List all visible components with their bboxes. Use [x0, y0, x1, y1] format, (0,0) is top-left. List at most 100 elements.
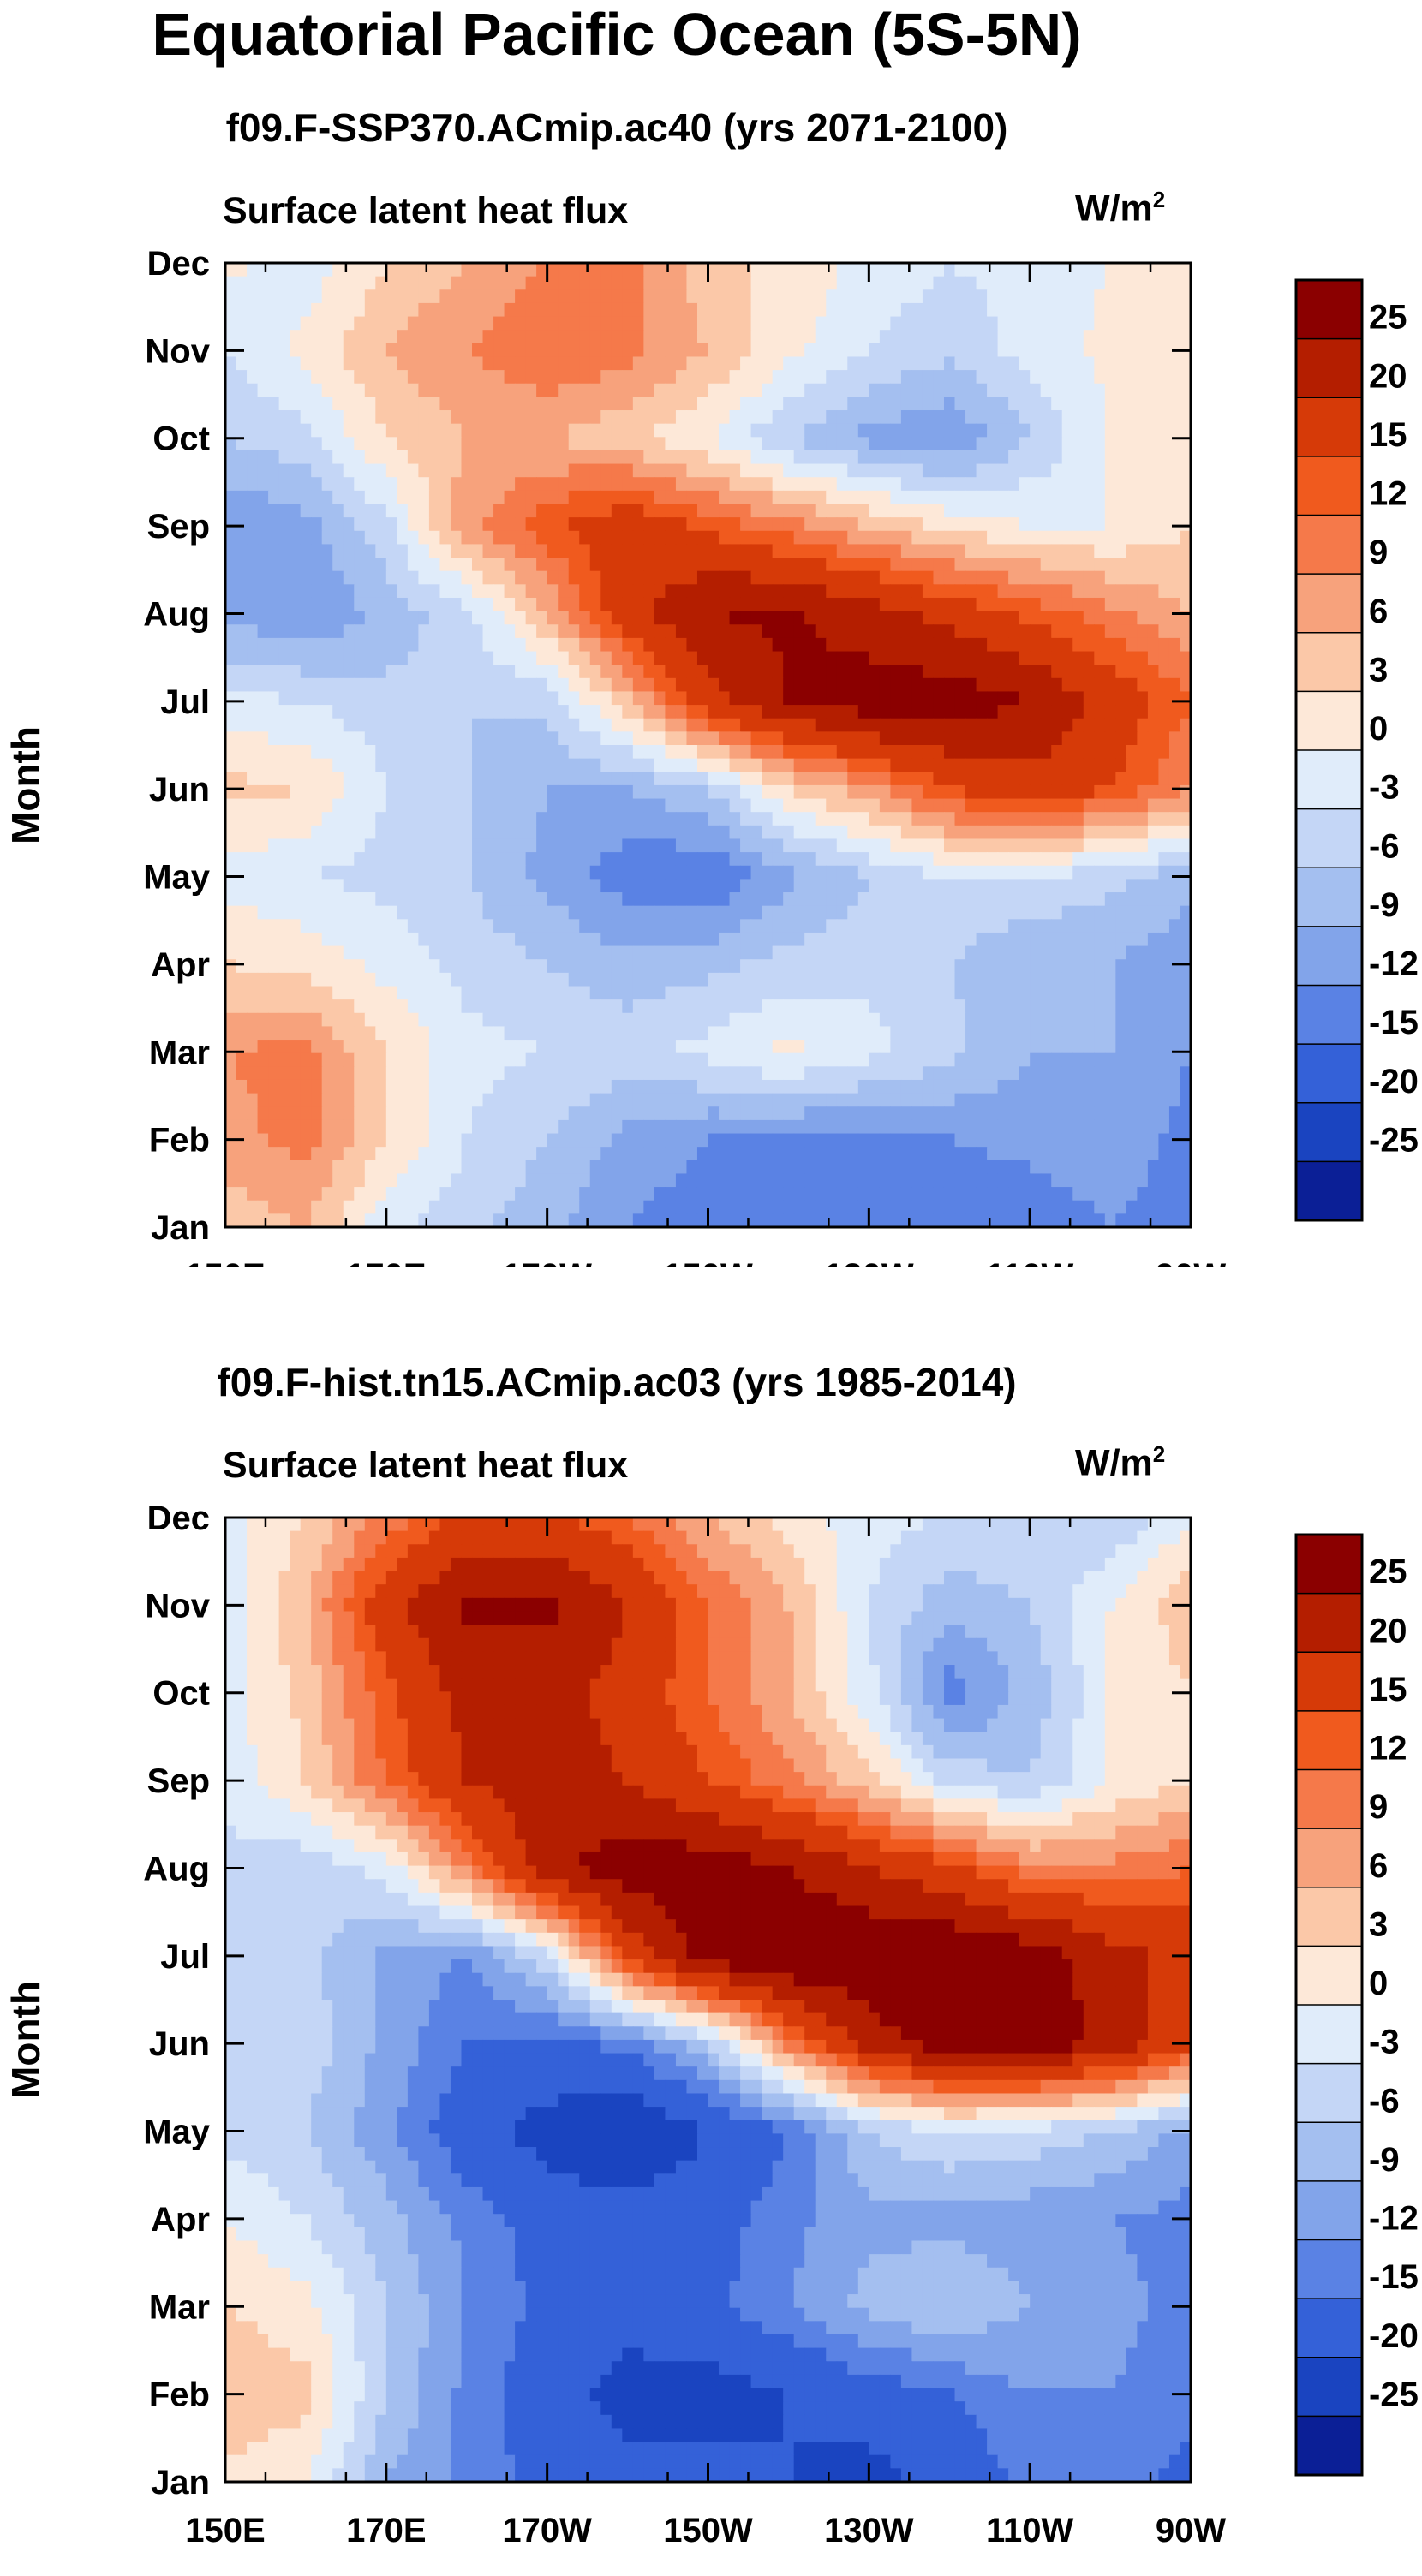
heatmap-cell	[783, 584, 795, 599]
heatmap-cell	[783, 558, 795, 572]
heatmap-cell	[397, 504, 409, 518]
heatmap-cell	[654, 745, 666, 760]
heatmap-cell	[504, 276, 516, 290]
heatmap-cell	[1168, 772, 1181, 786]
heatmap-cell	[1083, 718, 1095, 732]
heatmap-cell	[247, 450, 259, 465]
heatmap-cell	[547, 450, 559, 465]
heatmap-cell	[1072, 584, 1084, 599]
heatmap-cell	[493, 691, 505, 706]
heatmap-cell	[558, 731, 570, 746]
heatmap-cell	[793, 343, 805, 358]
heatmap-cell	[1008, 705, 1020, 719]
heatmap-cell	[643, 450, 655, 465]
heatmap-cell	[1168, 330, 1181, 344]
heatmap-cell	[568, 530, 580, 546]
heatmap-cell	[708, 370, 720, 385]
heatmap-cell	[643, 276, 655, 290]
heatmap-cell	[290, 959, 302, 974]
heatmap-cell	[547, 677, 559, 693]
heatmap-cell	[815, 825, 827, 840]
heatmap-cell	[450, 276, 463, 290]
heatmap-cell	[482, 705, 494, 719]
heatmap-cell	[397, 999, 409, 1014]
heatmap-cell	[1126, 437, 1138, 451]
heatmap-cell	[397, 490, 409, 505]
heatmap-cell	[847, 276, 859, 290]
heatmap-cell	[439, 825, 451, 840]
heatmap-cell	[472, 718, 484, 732]
heatmap-cell	[375, 504, 387, 518]
heatmap-cell	[568, 892, 580, 907]
heatmap-cell	[654, 517, 666, 532]
heatmap-cell	[290, 330, 302, 344]
heatmap-cell	[439, 276, 451, 290]
heatmap-cell	[290, 490, 302, 505]
heatmap-cell	[976, 731, 988, 746]
heatmap-cell	[1180, 986, 1192, 1000]
heatmap-cell	[1115, 410, 1127, 425]
heatmap-cell	[428, 302, 441, 318]
heatmap-cell	[364, 370, 376, 385]
heatmap-cell	[482, 798, 494, 813]
heatmap-cell	[1061, 665, 1073, 679]
heatmap-cell	[1126, 637, 1138, 653]
heatmap-cell	[643, 665, 655, 679]
heatmap-cell	[418, 784, 430, 800]
heatmap-cell	[847, 865, 859, 880]
heatmap-cell	[1051, 825, 1063, 840]
heatmap-cell	[922, 691, 935, 706]
heatmap-cell	[686, 330, 698, 344]
heatmap-cell	[783, 517, 795, 532]
heatmap-cell	[611, 410, 623, 425]
heatmap-cell	[1019, 383, 1031, 397]
heatmap-cell	[740, 517, 752, 532]
heatmap-cell	[321, 758, 333, 772]
heatmap-cell	[804, 383, 816, 397]
heatmap-cell	[793, 812, 805, 826]
heatmap-cell	[257, 584, 269, 599]
heatmap-cell	[1115, 370, 1127, 385]
heatmap-cell	[740, 544, 752, 558]
heatmap-cell	[987, 665, 999, 679]
heatmap-cell	[1115, 825, 1127, 840]
heatmap-cell	[375, 838, 387, 853]
heatmap-cell	[847, 597, 859, 612]
heatmap-cell	[1180, 879, 1192, 893]
heatmap-cell	[783, 838, 795, 853]
heatmap-cell	[418, 410, 430, 425]
heatmap-cell	[665, 504, 677, 518]
heatmap-cell	[1061, 463, 1073, 478]
heatmap-cell	[1061, 879, 1073, 893]
heatmap-cell	[611, 356, 623, 371]
heatmap-cell	[762, 705, 774, 719]
heatmap-cell	[547, 584, 559, 599]
heatmap-cell	[343, 892, 355, 907]
heatmap-cell	[762, 905, 774, 920]
heatmap-cell	[600, 289, 612, 304]
heatmap-cell	[547, 316, 559, 331]
heatmap-cell	[1104, 731, 1116, 746]
heatmap-cell	[665, 919, 677, 933]
heatmap-cell	[632, 959, 644, 974]
heatmap-cell	[643, 838, 655, 853]
heatmap-cell	[375, 784, 387, 800]
heatmap-cell	[1094, 343, 1106, 358]
heatmap-cell	[857, 330, 869, 344]
heatmap-cell	[600, 892, 612, 907]
heatmap-cell	[332, 370, 344, 385]
heatmap-cell	[879, 437, 891, 451]
heatmap-cell	[675, 705, 688, 719]
heatmap-cell	[579, 570, 591, 585]
heatmap-cell	[997, 463, 1009, 478]
heatmap-cell	[696, 784, 709, 800]
heatmap-cell	[696, 825, 709, 840]
heatmap-cell	[461, 665, 473, 679]
heatmap-cell	[418, 745, 430, 760]
heatmap-cell	[1040, 838, 1052, 853]
heatmap-cell	[397, 276, 409, 290]
heatmap-cell	[740, 731, 752, 746]
heatmap-cell	[826, 316, 838, 331]
heatmap-cell	[407, 611, 419, 625]
heatmap-cell	[558, 705, 570, 719]
